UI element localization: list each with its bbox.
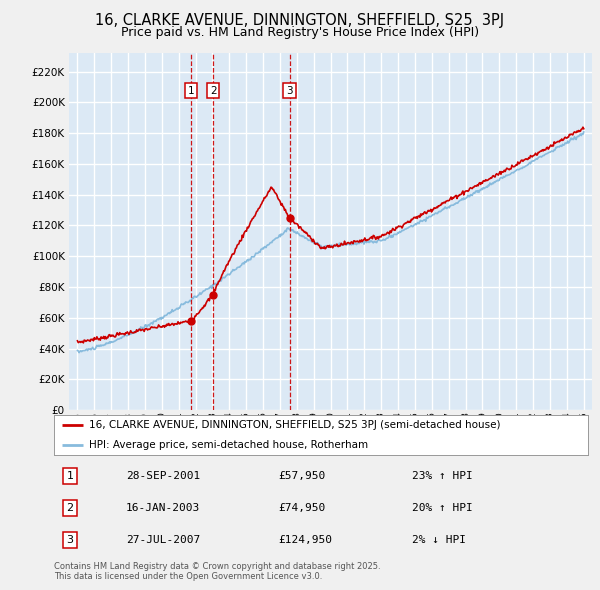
Text: 16, CLARKE AVENUE, DINNINGTON, SHEFFIELD, S25  3PJ: 16, CLARKE AVENUE, DINNINGTON, SHEFFIELD… xyxy=(95,13,505,28)
Text: 23% ↑ HPI: 23% ↑ HPI xyxy=(412,471,473,481)
Text: 16, CLARKE AVENUE, DINNINGTON, SHEFFIELD, S25 3PJ (semi-detached house): 16, CLARKE AVENUE, DINNINGTON, SHEFFIELD… xyxy=(89,421,500,430)
Text: 1: 1 xyxy=(188,86,194,96)
Text: 3: 3 xyxy=(67,535,74,545)
Text: £57,950: £57,950 xyxy=(278,471,326,481)
Text: 20% ↑ HPI: 20% ↑ HPI xyxy=(412,503,473,513)
Text: 1: 1 xyxy=(67,471,74,481)
Text: 2: 2 xyxy=(210,86,217,96)
Text: 2: 2 xyxy=(67,503,74,513)
Text: 3: 3 xyxy=(286,86,293,96)
Text: HPI: Average price, semi-detached house, Rotherham: HPI: Average price, semi-detached house,… xyxy=(89,441,368,450)
Text: 27-JUL-2007: 27-JUL-2007 xyxy=(126,535,200,545)
Text: 16-JAN-2003: 16-JAN-2003 xyxy=(126,503,200,513)
Text: Contains HM Land Registry data © Crown copyright and database right 2025.
This d: Contains HM Land Registry data © Crown c… xyxy=(54,562,380,581)
Text: £74,950: £74,950 xyxy=(278,503,326,513)
Text: 2% ↓ HPI: 2% ↓ HPI xyxy=(412,535,466,545)
Text: £124,950: £124,950 xyxy=(278,535,332,545)
Text: 28-SEP-2001: 28-SEP-2001 xyxy=(126,471,200,481)
Text: Price paid vs. HM Land Registry's House Price Index (HPI): Price paid vs. HM Land Registry's House … xyxy=(121,26,479,39)
